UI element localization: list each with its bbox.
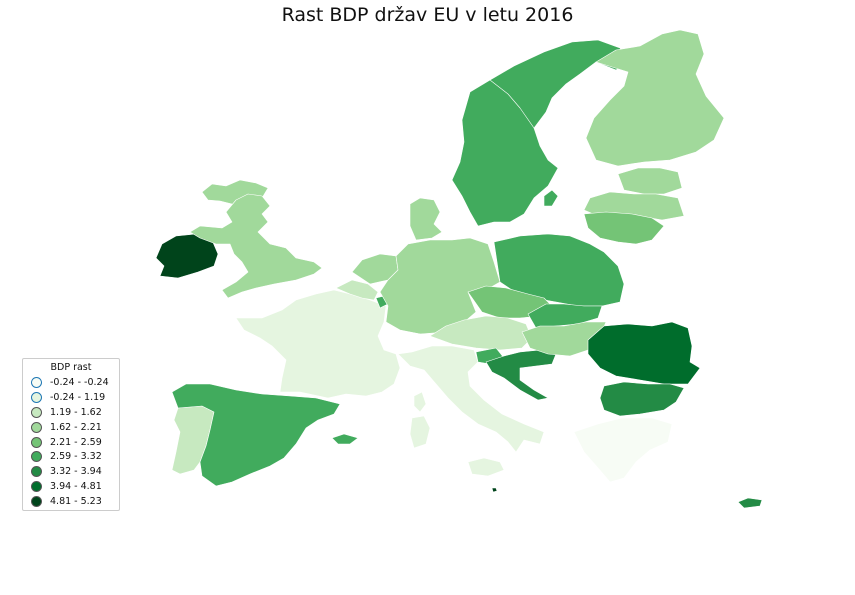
map-title: Rast BDP držav EU v letu 2016 — [281, 4, 574, 26]
region-mallorca — [331, 433, 359, 445]
legend-swatch — [31, 481, 42, 493]
legend-item: 2.59 - 3.32 — [23, 449, 119, 464]
legend-item-label: 4.81 - 5.23 — [50, 496, 102, 508]
region-corsica — [413, 391, 427, 413]
legend-swatch — [31, 436, 42, 448]
region-france — [235, 289, 401, 399]
region-sicily — [467, 457, 505, 477]
legend-item: -0.24 - -0.24 — [23, 375, 119, 390]
region-gotland — [543, 189, 559, 207]
region-cyprus — [737, 497, 763, 509]
legend-swatch — [31, 406, 42, 418]
legend-swatch — [31, 451, 42, 463]
region-belgium — [335, 279, 379, 301]
legend-item: 2.21 - 2.59 — [23, 435, 119, 450]
legend-item: 1.19 - 1.62 — [23, 405, 119, 420]
region-ireland — [155, 233, 219, 279]
legend-item-label: 3.32 - 3.94 — [50, 466, 102, 478]
legend-item-label: 2.21 - 2.59 — [50, 436, 102, 448]
legend-item: 3.32 - 3.94 — [23, 464, 119, 479]
legend-swatch — [31, 421, 42, 433]
region-finland — [585, 29, 725, 167]
legend-item: 4.81 - 5.23 — [23, 494, 119, 509]
region-denmark — [409, 197, 443, 241]
region-lithuania — [583, 211, 665, 245]
legend-swatch — [31, 376, 42, 388]
legend-item-label: -0.24 - 1.19 — [50, 391, 106, 403]
region-united-kingdom — [189, 193, 323, 299]
region-germany — [379, 237, 501, 335]
legend-item-label: 3.94 - 4.81 — [50, 481, 102, 493]
region-sardinia — [409, 415, 431, 449]
region-croatia — [485, 349, 557, 401]
region-estonia — [617, 167, 683, 195]
legend-swatch — [31, 391, 42, 403]
region-malta — [491, 487, 498, 493]
legend-item-label: -0.24 - -0.24 — [50, 376, 109, 388]
legend-item: 3.94 - 4.81 — [23, 479, 119, 494]
region-italy — [397, 345, 545, 453]
legend-items: -0.24 - -0.24 -0.24 - 1.19 1.19 - 1.62 1… — [23, 375, 119, 509]
region-bulgaria — [599, 381, 685, 417]
region-spain — [171, 383, 341, 487]
legend-swatch — [31, 496, 42, 508]
legend-item-label: 2.59 - 3.32 — [50, 451, 102, 463]
map-legend: BDP rast -0.24 - -0.24 -0.24 - 1.19 1.19… — [22, 358, 120, 511]
legend-item: 1.62 - 2.21 — [23, 420, 119, 435]
region-greece — [573, 417, 673, 483]
region-romania — [587, 321, 701, 385]
legend-item-label: 1.19 - 1.62 — [50, 406, 102, 418]
legend-swatch — [31, 466, 42, 478]
legend-item: -0.24 - 1.19 — [23, 390, 119, 405]
legend-item-label: 1.62 - 2.21 — [50, 421, 102, 433]
legend-title: BDP rast — [50, 362, 92, 373]
